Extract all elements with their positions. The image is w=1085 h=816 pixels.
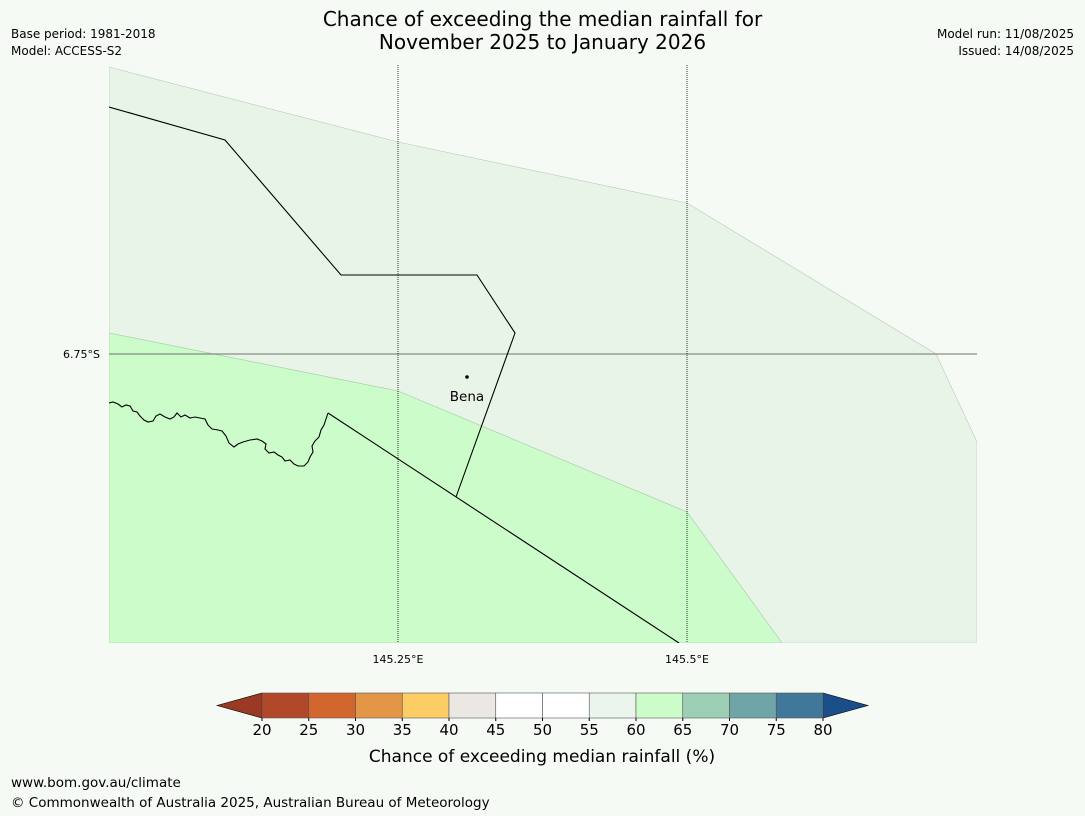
colorbar-tick-label: 30	[346, 721, 365, 739]
colorbar-label: Chance of exceeding median rainfall (%)	[369, 747, 715, 767]
colorbar-tick-label: 60	[626, 721, 645, 739]
footer-url: www.bom.gov.au/climate	[11, 775, 181, 791]
colorbar-extend-low	[215, 692, 263, 719]
province-boundary-river	[109, 401, 329, 467]
base-period: Base period: 1981-2018	[11, 27, 156, 41]
colorbar-ticks: 20 25 30 35 40 45 50 55 60 65 70 75 80	[252, 718, 833, 739]
bena-location-dot	[465, 375, 469, 379]
colorbar-segments	[215, 692, 870, 719]
colorbar-tick-label: 65	[673, 721, 692, 739]
title-line-1: Chance of exceeding the median rainfall …	[322, 7, 763, 31]
colorbar-tick-label: 55	[580, 721, 599, 739]
colorbar-tick-label: 80	[813, 721, 832, 739]
issued-date: Issued: 14/08/2025	[958, 44, 1074, 58]
place-label-bena: Bena	[450, 389, 484, 405]
colorbar-tick-label: 20	[252, 721, 271, 739]
province-boundary-south	[327, 412, 680, 643]
colorbar-tick-label: 75	[767, 721, 786, 739]
colorbar-segment	[588, 692, 637, 719]
colorbar-segment	[495, 692, 543, 719]
colorbar-tick-label: 50	[533, 721, 552, 739]
colorbar-extend-high	[822, 692, 870, 719]
colorbar-tick-label: 45	[486, 721, 505, 739]
colorbar-tick-label: 25	[299, 721, 318, 739]
title-line-2: November 2025 to January 2026	[378, 30, 707, 54]
colorbar-segment	[635, 692, 684, 719]
colorbar-segment	[542, 692, 590, 719]
model-name: Model: ACCESS-S2	[11, 44, 123, 58]
header-left-meta: Base period: 1981-2018 Model: ACCESS-S2	[11, 26, 156, 60]
map-title: Chance of exceeding the median rainfall …	[0, 8, 1085, 54]
colorbar-segment	[308, 692, 356, 719]
longitude-label-145-5: 145.5°E	[665, 653, 709, 666]
probability-zone-60-65	[109, 332, 783, 643]
footer-copyright: © Commonwealth of Australia 2025, Austra…	[11, 795, 490, 811]
colorbar-segment	[775, 692, 824, 719]
colorbar-tick-label: 40	[439, 721, 458, 739]
colorbar-segment	[261, 692, 310, 719]
colorbar-tick-label: 35	[393, 721, 412, 739]
map: Bena 6.75°S 145.25°E 145.5°E	[63, 65, 977, 666]
province-boundary-north	[109, 106, 516, 498]
colorbar-segment	[729, 692, 777, 719]
model-run: Model run: 11/08/2025	[936, 27, 1074, 41]
colorbar-segment	[682, 692, 730, 719]
map-area	[109, 65, 977, 643]
colorbar-tick-label: 70	[720, 721, 739, 739]
header-right-meta: Model run: 11/08/2025 Issued: 14/08/2025	[937, 26, 1074, 60]
colorbar-segment	[401, 692, 450, 719]
colorbar-segment	[448, 692, 497, 719]
longitude-label-145-25: 145.25°E	[373, 653, 424, 666]
latitude-label: 6.75°S	[63, 348, 100, 361]
colorbar-segment	[355, 692, 403, 719]
